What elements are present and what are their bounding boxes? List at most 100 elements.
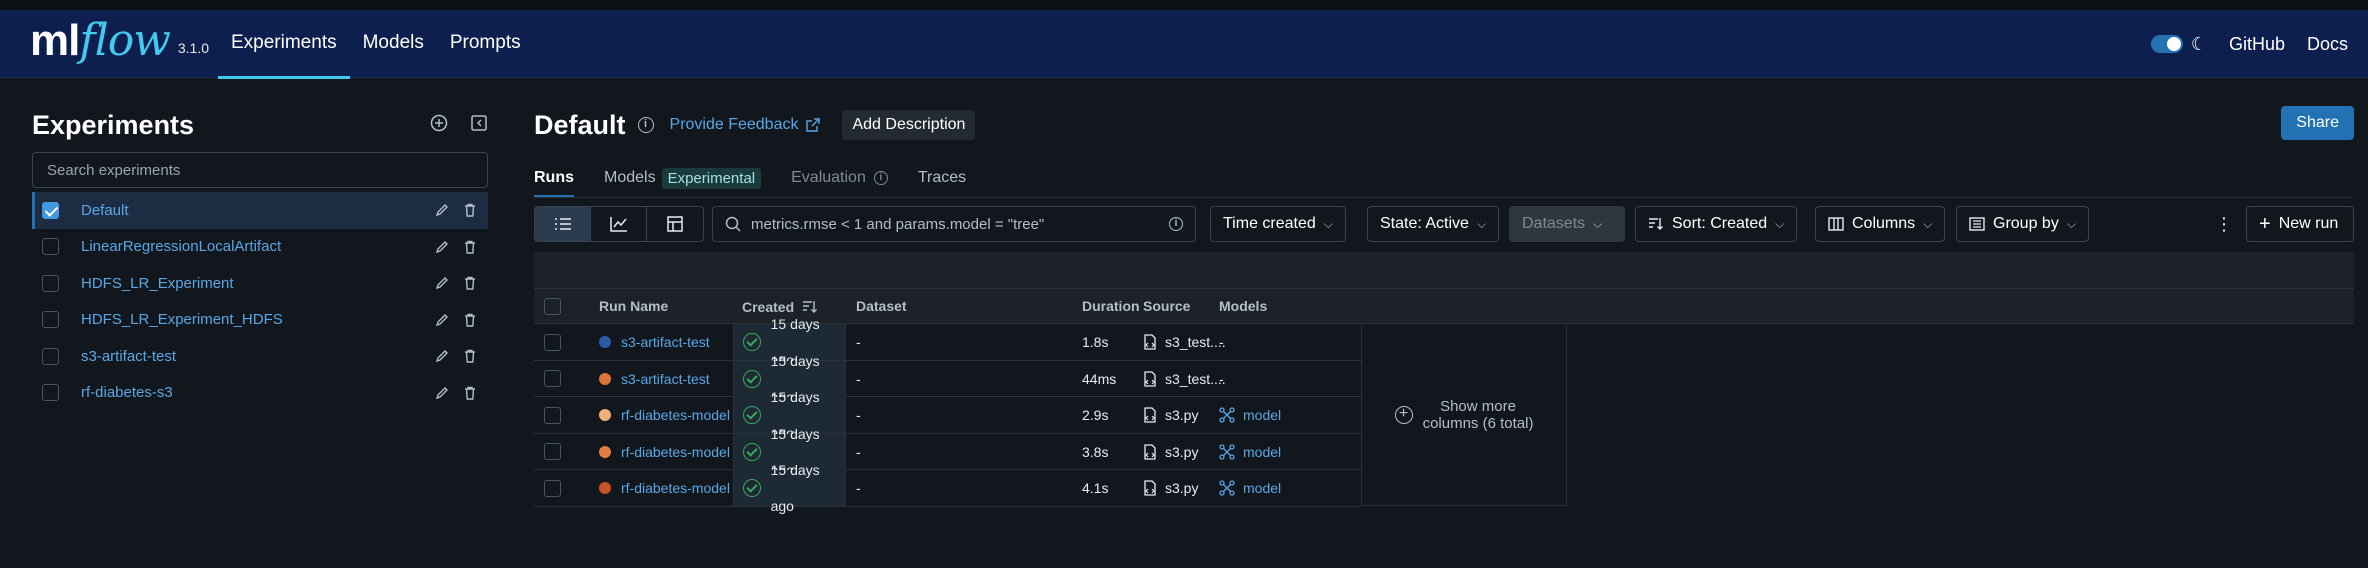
experiment-checkbox[interactable] (42, 274, 59, 292)
select-all-checkbox[interactable] (544, 298, 561, 315)
source-value[interactable]: s3_test.... (1165, 334, 1226, 350)
github-link[interactable]: GitHub (2228, 33, 2285, 54)
info-icon[interactable]: i (1169, 217, 1183, 231)
experiment-checkbox[interactable] (42, 347, 59, 365)
state-dropdown[interactable]: State: Active ⌵ (1367, 206, 1500, 242)
run-name-link[interactable]: s3-artifact-test (621, 334, 710, 350)
source-value[interactable]: s3.py (1165, 407, 1199, 423)
datasets-dropdown[interactable]: Datasets ⌵ (1509, 206, 1625, 242)
edit-icon[interactable] (434, 348, 450, 364)
time-created-dropdown[interactable]: Time created ⌵ (1210, 206, 1346, 242)
experiment-item[interactable]: HDFS_LR_Experiment_HDFS (32, 302, 488, 339)
col-models[interactable]: Models (1219, 298, 1268, 314)
tab-traces[interactable]: Traces (918, 168, 966, 198)
run-color-dot[interactable] (599, 336, 611, 348)
experiment-checkbox[interactable] (42, 384, 59, 402)
edit-icon[interactable] (434, 312, 450, 328)
col-dataset[interactable]: Dataset (856, 298, 907, 314)
edit-icon[interactable] (434, 385, 450, 401)
docs-link[interactable]: Docs (2306, 33, 2348, 54)
chart-view-button[interactable] (591, 207, 647, 241)
model-icon (1219, 480, 1235, 496)
edit-icon[interactable] (434, 202, 450, 218)
experiment-name[interactable]: HDFS_LR_Experiment (81, 274, 234, 292)
experiment-checkbox[interactable] (42, 201, 59, 219)
experiment-name[interactable]: Default (81, 201, 129, 219)
experiment-name[interactable]: s3-artifact-test (81, 347, 177, 365)
columns-dropdown[interactable]: Columns ⌵ (1815, 206, 1946, 242)
experiment-name[interactable]: HDFS_LR_Experiment_HDFS (81, 311, 283, 329)
nav-prompts[interactable]: Prompts (449, 32, 521, 53)
edit-icon[interactable] (434, 239, 450, 255)
add-experiment-icon[interactable] (428, 112, 450, 134)
run-name-link[interactable]: s3-artifact-test (621, 370, 710, 387)
row-checkbox[interactable] (544, 406, 561, 424)
run-color-dot[interactable] (599, 409, 611, 421)
col-run-name[interactable]: Run Name (599, 298, 669, 314)
model-link[interactable]: model (1243, 480, 1282, 496)
success-check-icon (743, 369, 761, 388)
source-value[interactable]: s3.py (1165, 480, 1199, 496)
experiment-item[interactable]: LinearRegressionLocalArtifact (32, 229, 488, 266)
provide-feedback-link[interactable]: Provide Feedback (670, 116, 821, 134)
run-color-dot[interactable] (599, 445, 611, 458)
more-options-icon[interactable]: ⋮ (2215, 213, 2233, 234)
model-link[interactable]: model (1243, 443, 1282, 460)
edit-icon[interactable] (434, 275, 450, 291)
tab-models[interactable]: Models Experimental (604, 167, 762, 198)
nav-models[interactable]: Models (362, 32, 424, 53)
new-run-button[interactable]: + New run (2246, 206, 2354, 242)
trash-icon[interactable] (462, 348, 478, 364)
trash-icon[interactable] (462, 385, 478, 401)
experiment-item[interactable]: s3-artifact-test (32, 338, 488, 375)
run-color-dot[interactable] (599, 482, 611, 494)
experiment-item[interactable]: rf-diabetes-s3 (32, 375, 488, 412)
list-view-button[interactable] (535, 207, 591, 241)
tab-runs[interactable]: Runs (534, 168, 574, 198)
experiment-checkbox[interactable] (42, 238, 59, 256)
run-name-link[interactable]: rf-diabetes-model (621, 443, 730, 460)
share-button[interactable]: Share (2281, 106, 2354, 140)
sort-dropdown[interactable]: Sort: Created ⌵ (1635, 206, 1798, 242)
run-name-link[interactable]: rf-diabetes-model (621, 480, 730, 496)
run-filter-input[interactable]: metrics.rmse < 1 and params.model = "tre… (712, 206, 1196, 242)
nav-experiments[interactable]: Experiments (218, 10, 350, 79)
trash-icon[interactable] (462, 275, 478, 291)
dark-mode-toggle[interactable] (2150, 35, 2183, 53)
trash-icon[interactable] (462, 312, 478, 328)
col-created[interactable]: Created (742, 289, 818, 325)
collapse-sidebar-icon[interactable] (468, 112, 490, 134)
row-checkbox[interactable] (544, 443, 561, 460)
row-checkbox[interactable] (544, 370, 561, 387)
col-source[interactable]: Source (1143, 298, 1191, 314)
search-experiments-input[interactable] (32, 152, 488, 188)
table-row[interactable]: rf-diabetes-model 15 days ago - 4.1s s3.py mo… (534, 462, 1361, 514)
tabs-divider (534, 197, 2352, 198)
info-icon[interactable]: i (637, 117, 654, 133)
source-value[interactable]: s3_test.... (1165, 370, 1226, 387)
experiment-name[interactable]: rf-diabetes-s3 (81, 384, 173, 402)
row-checkbox[interactable] (544, 479, 561, 497)
mlflow-logo[interactable]: ml flow 3.1.0 (30, 16, 209, 66)
run-color-dot[interactable] (599, 372, 611, 385)
show-more-columns-button[interactable]: + Show more columns (6 total) (1361, 324, 1567, 506)
row-checkbox[interactable] (544, 333, 561, 351)
run-name-link[interactable]: rf-diabetes-model (621, 407, 730, 423)
experiment-name[interactable]: LinearRegressionLocalArtifact (81, 238, 282, 256)
tab-evaluation[interactable]: Evaluation i (791, 168, 888, 198)
table-view-button[interactable] (647, 207, 703, 241)
experiment-checkbox[interactable] (42, 311, 59, 329)
model-link[interactable]: model (1243, 407, 1282, 423)
trash-icon[interactable] (462, 202, 478, 218)
trash-icon[interactable] (462, 239, 478, 255)
experiment-item[interactable]: HDFS_LR_Experiment (32, 265, 488, 302)
add-description-button[interactable]: Add Description (842, 110, 976, 140)
col-duration[interactable]: Duration (1082, 298, 1140, 314)
group-by-dropdown[interactable]: Group by ⌵ (1956, 206, 2089, 242)
experiment-item[interactable]: Default (32, 192, 488, 229)
source-value[interactable]: s3.py (1165, 443, 1199, 460)
